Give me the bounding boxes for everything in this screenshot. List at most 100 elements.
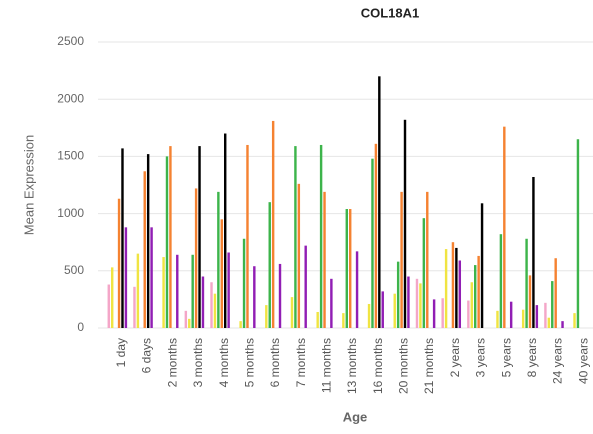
- bar: [121, 148, 124, 328]
- bar: [169, 146, 172, 328]
- y-tick-label: 2000: [57, 91, 84, 105]
- bar: [503, 126, 506, 328]
- bar: [551, 281, 554, 328]
- x-tick-label: 5 years: [499, 338, 513, 377]
- bar: [532, 176, 535, 328]
- bar: [496, 310, 499, 328]
- bar: [224, 133, 227, 328]
- bar: [253, 266, 256, 328]
- bar: [107, 284, 110, 328]
- bar: [422, 218, 426, 328]
- bar: [349, 209, 352, 328]
- bar: [480, 203, 484, 328]
- bar: [191, 254, 194, 328]
- bar: [403, 119, 407, 329]
- x-tick-label: 5 months: [242, 338, 256, 387]
- bar: [316, 311, 319, 328]
- bar: [345, 209, 348, 328]
- bar: [162, 257, 165, 328]
- x-tick-label: 20 months: [397, 338, 411, 394]
- bar: [201, 276, 205, 328]
- y-tick-label: 500: [64, 263, 84, 277]
- bar: [525, 238, 528, 328]
- bar: [470, 282, 473, 328]
- x-tick-label: 13 months: [345, 338, 359, 394]
- x-tick-label: 40 years: [576, 338, 590, 384]
- bar: [528, 275, 532, 328]
- bar: [136, 253, 140, 328]
- bar: [554, 258, 557, 328]
- bar: [374, 143, 378, 328]
- bar: [415, 278, 419, 328]
- bar: [217, 191, 220, 328]
- bar: [521, 309, 525, 328]
- bar: [146, 154, 150, 328]
- bar: [239, 321, 242, 328]
- bar: [573, 313, 576, 328]
- bar: [355, 251, 359, 328]
- y-tick-label: 1000: [57, 206, 84, 220]
- bar: [210, 282, 213, 328]
- x-tick-label: 6 months: [268, 338, 282, 387]
- bar: [117, 198, 121, 328]
- x-tick-label: 16 months: [371, 338, 385, 394]
- bar: [367, 303, 371, 328]
- bar: [499, 234, 503, 328]
- bar: [400, 191, 403, 328]
- bar: [176, 254, 179, 328]
- x-tick-label: 3 years: [474, 338, 488, 377]
- bar: [304, 245, 307, 328]
- bar: [124, 227, 128, 328]
- bar: [265, 305, 268, 328]
- bar: [143, 171, 146, 328]
- bar: [535, 305, 539, 328]
- bar: [432, 299, 436, 328]
- bar: [444, 249, 448, 328]
- x-tick-label: 3 months: [191, 338, 205, 387]
- bar: [213, 293, 217, 328]
- bar: [547, 317, 551, 328]
- bar: [278, 263, 282, 328]
- bar: [220, 219, 224, 328]
- bar: [544, 302, 547, 328]
- bar: [426, 191, 429, 328]
- x-tick-label: 4 months: [217, 338, 231, 387]
- bar: [110, 267, 114, 328]
- bar: [419, 283, 422, 328]
- bar: [133, 286, 136, 328]
- y-tick-label: 1500: [57, 149, 84, 163]
- bar: [473, 265, 477, 328]
- x-tick-label: 24 years: [551, 338, 565, 384]
- bar: [561, 321, 564, 328]
- x-tick-label: 6 days: [140, 338, 154, 373]
- bar: [290, 297, 294, 328]
- bar: [271, 120, 275, 328]
- x-axis-label: Age: [343, 409, 368, 424]
- bar: [194, 188, 198, 328]
- bar: [477, 255, 480, 328]
- y-tick-label: 0: [77, 320, 84, 334]
- bar: [294, 146, 297, 328]
- bar: [407, 276, 410, 328]
- bar: [393, 293, 396, 328]
- x-tick-label: 2 months: [165, 338, 179, 387]
- bar: [150, 227, 153, 328]
- x-tick-label: 7 months: [294, 338, 308, 387]
- bar: [451, 242, 455, 328]
- bar: [323, 191, 326, 328]
- bar: [441, 298, 444, 328]
- bar: [509, 301, 513, 328]
- bar: [268, 202, 271, 328]
- bar: [378, 76, 381, 328]
- x-tick-label: 8 years: [525, 338, 539, 377]
- bar: [458, 260, 462, 328]
- bar: [188, 318, 191, 328]
- x-tick-label: 11 months: [319, 338, 333, 393]
- bar: [227, 252, 230, 328]
- bar: [371, 158, 374, 328]
- y-tick-label: 2500: [57, 34, 84, 48]
- x-tick-label: 2 years: [448, 338, 462, 377]
- bar: [342, 313, 345, 328]
- bar: [467, 300, 470, 328]
